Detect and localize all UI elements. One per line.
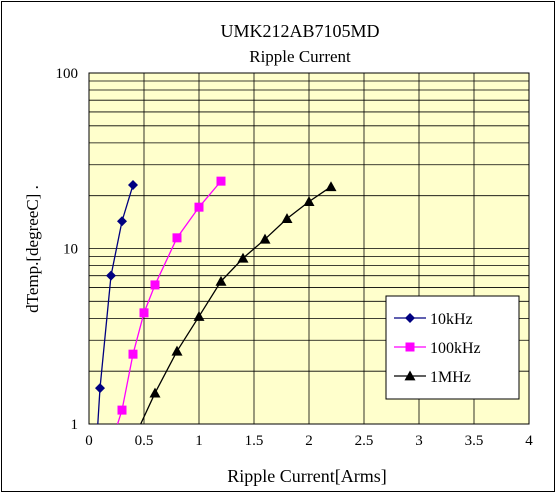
y-axis-label: dTemp.[degreeC] . xyxy=(23,185,42,313)
data-point xyxy=(259,233,271,244)
series-layer xyxy=(95,176,337,425)
chart-title: UMK212AB7105MD xyxy=(220,21,379,41)
data-point xyxy=(281,213,293,224)
legend-item-1MHz: 1MHz xyxy=(394,369,471,386)
data-point xyxy=(216,176,226,186)
series-10kHz xyxy=(95,180,138,425)
x-tick-label: 2 xyxy=(305,433,313,449)
data-point xyxy=(303,196,315,207)
data-point xyxy=(172,233,182,243)
series-1MHz xyxy=(140,181,337,425)
legend-label: 100kHz xyxy=(430,340,481,357)
legend-marker xyxy=(405,342,415,352)
tick-labels: 0 0.5 1 1.5 2 2.5 3 3.5 4 1 10 100 xyxy=(56,66,534,449)
data-point xyxy=(194,202,204,212)
x-tick-label: 0 xyxy=(85,433,93,449)
legend: 10kHz 100kHz 1MHz xyxy=(385,295,520,400)
x-tick-label: 0.5 xyxy=(135,433,154,449)
legend-label: 10kHz xyxy=(430,311,473,328)
legend-item-10kHz: 10kHz xyxy=(394,311,473,328)
data-point xyxy=(325,181,337,192)
data-point xyxy=(128,349,138,359)
data-point xyxy=(117,216,127,227)
data-point xyxy=(237,252,249,263)
x-tick-label: 3 xyxy=(415,433,423,449)
data-point xyxy=(106,270,116,281)
y-tick-label: 10 xyxy=(63,242,78,258)
grid-lines xyxy=(88,73,530,425)
data-point xyxy=(150,280,160,290)
data-point xyxy=(128,180,138,191)
legend-marker xyxy=(405,313,415,323)
y-tick-label: 1 xyxy=(71,417,79,433)
legend-item-100kHz: 100kHz xyxy=(394,340,481,357)
data-point xyxy=(149,387,161,398)
data-point xyxy=(215,275,227,286)
data-point xyxy=(95,383,105,394)
x-tick-label: 2.5 xyxy=(355,433,374,449)
data-point xyxy=(117,405,127,415)
x-tick-label: 1.5 xyxy=(245,433,264,449)
series-line xyxy=(116,180,222,425)
x-axis-label: Ripple Current[Arms] xyxy=(227,466,386,486)
series-line xyxy=(140,186,332,425)
series-100kHz xyxy=(116,176,226,425)
chart-subtitle: Ripple Current xyxy=(249,47,351,66)
legend-label: 1MHz xyxy=(430,369,471,386)
plot-area-border xyxy=(88,72,530,425)
data-point xyxy=(193,310,205,321)
x-tick-label: 4 xyxy=(525,433,533,449)
x-tick-label: 1 xyxy=(195,433,203,449)
y-tick-label: 100 xyxy=(56,66,79,82)
legend-marker xyxy=(404,370,416,381)
data-point xyxy=(171,345,183,356)
data-point xyxy=(139,308,149,318)
x-tick-label: 3.5 xyxy=(465,433,484,449)
